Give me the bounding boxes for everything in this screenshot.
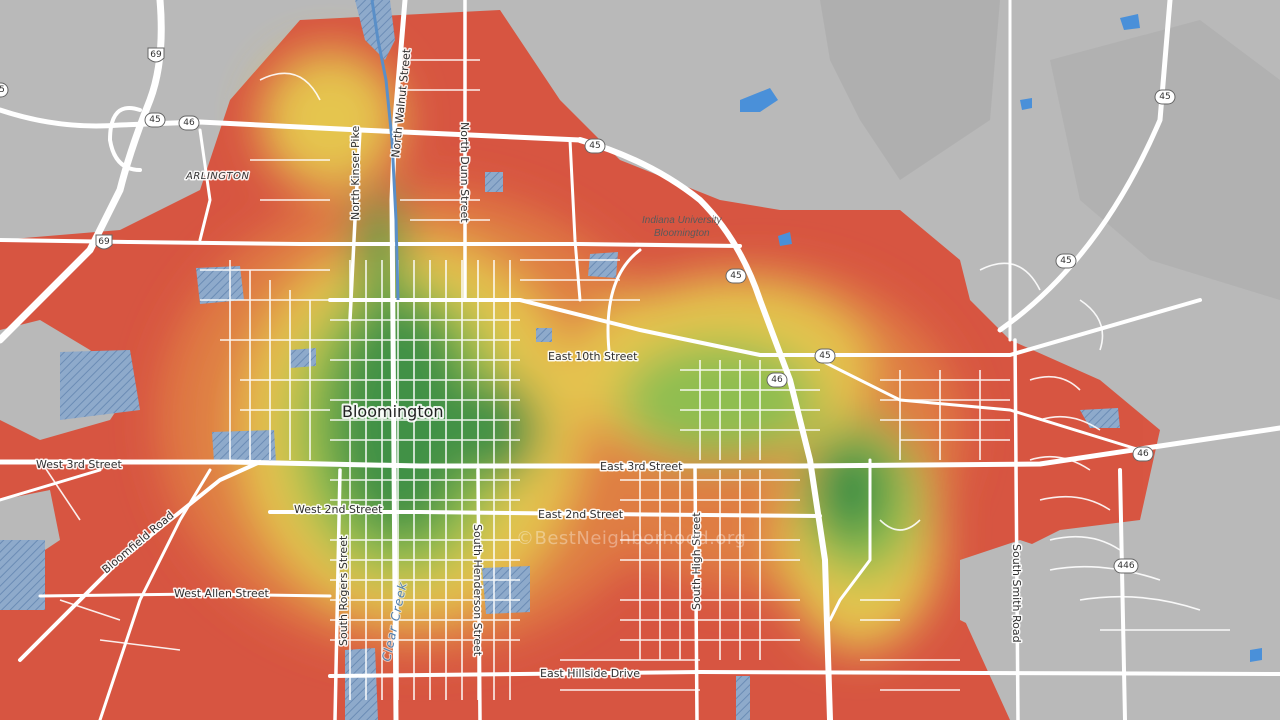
road-sr45-ne (997, 0, 1173, 333)
road-south-henderson (476, 468, 482, 720)
university-label-line2: Bloomington (654, 228, 710, 239)
west-allen-street-label: West Allen Street (174, 587, 270, 600)
state-45-shield: 45 (1154, 89, 1176, 105)
park (536, 328, 552, 342)
heat-zone-high (460, 380, 540, 480)
road-south-rogers (333, 468, 342, 720)
no-data-area (960, 540, 1080, 640)
south-smith-road-label: South Smith Road (1010, 544, 1023, 643)
interstate-69-shield: 69 (95, 234, 113, 250)
park (485, 172, 503, 192)
state-45-shield: 45 (814, 348, 836, 364)
road-2nd (268, 510, 822, 518)
park (482, 566, 530, 614)
south-henderson-street-label: South Henderson Street (471, 524, 484, 657)
svg-text:446: 446 (1117, 561, 1134, 571)
route-shields: 69 45 46 45 45 45 69 45 (0, 47, 1176, 574)
road-south-smith (1013, 338, 1020, 720)
north-kinser-pike-label: North Kinser Pike (349, 126, 362, 220)
east-3rd-street-label: East 3rd Street (600, 460, 683, 473)
neighborhood-label: ARLINGTON (185, 171, 250, 182)
state-45-shield: 45 (1055, 253, 1077, 269)
lake (778, 232, 792, 246)
north-dunn-street-label: North Dunn Street (458, 122, 471, 223)
svg-text:5: 5 (0, 85, 5, 95)
south-high-street-label: South High Street (690, 512, 703, 610)
road-east-10th (328, 298, 1202, 357)
road-east-loop (828, 458, 872, 622)
interstate-69-shield: 69 (147, 47, 165, 63)
road-sr46-west (0, 107, 583, 143)
lake (1080, 408, 1120, 428)
road-sr446 (1118, 468, 1127, 720)
state-46-shield: 46 (766, 372, 788, 388)
state-45-shield: 45 (144, 112, 166, 128)
west-2nd-street-label: West 2nd Street (294, 503, 383, 516)
road-bloomfield (18, 460, 262, 662)
lake (1250, 648, 1262, 662)
partial-route-shield: 5 (0, 82, 9, 98)
road-sr45-bypass (577, 137, 833, 720)
park (0, 540, 45, 610)
water-bodies (740, 14, 1262, 662)
terrain-shading (820, 0, 1000, 180)
lake (1020, 98, 1032, 110)
park (345, 648, 378, 720)
clear-creek (370, 0, 400, 301)
road-west-3rd (0, 425, 1280, 469)
park (290, 348, 316, 368)
south-rogers-street-label: South Rogers Street (337, 535, 350, 646)
west-3rd-street-label: West 3rd Street (36, 458, 122, 471)
road-west-2nd-west (0, 468, 102, 502)
road-north-kinser (348, 128, 362, 322)
state-45-shield: 45 (725, 268, 747, 284)
road-i69 (0, 0, 165, 344)
heat-zone-mid (260, 50, 400, 190)
park (60, 350, 140, 420)
road-west-allen (38, 592, 332, 598)
east-10th-street-label: East 10th Street (548, 350, 638, 363)
svg-text:45: 45 (589, 141, 600, 151)
road-jordan (606, 248, 642, 362)
road-south-high (693, 464, 699, 720)
road-west-diagonal (98, 468, 212, 720)
svg-text:45: 45 (819, 351, 830, 361)
road-north-east (568, 138, 582, 302)
svg-text:45: 45 (149, 115, 160, 125)
svg-text:46: 46 (1137, 449, 1149, 459)
svg-text:46: 46 (183, 118, 195, 128)
road-arlington (198, 128, 212, 242)
park (736, 676, 750, 720)
state-46-shield: 46 (1132, 446, 1154, 462)
svg-text:69: 69 (98, 237, 110, 247)
svg-text:69: 69 (150, 50, 162, 60)
svg-text:45: 45 (1060, 256, 1071, 266)
state-446-shield: 446 (1113, 558, 1139, 574)
state-46-shield: 46 (178, 115, 200, 131)
terrain-shading (1050, 20, 1280, 300)
svg-text:45: 45 (730, 271, 741, 281)
road-east-hillside (328, 670, 1280, 678)
city-label: Bloomington (342, 402, 444, 421)
road-i69-ramp (108, 106, 142, 172)
park (212, 430, 276, 462)
lake (740, 88, 778, 112)
east-2nd-street-label: East 2nd Street (538, 508, 624, 521)
svg-text:45: 45 (1159, 92, 1170, 102)
park (588, 252, 618, 278)
road-sr46-east (818, 358, 1142, 452)
east-hillside-drive-label: East Hillside Drive (540, 667, 640, 680)
lake (1120, 14, 1140, 30)
road-17th-street (0, 238, 742, 248)
state-45-shield: 45 (584, 138, 606, 154)
svg-text:46: 46 (771, 375, 783, 385)
park (196, 266, 244, 304)
university-label-line1: Indiana University (642, 215, 722, 226)
